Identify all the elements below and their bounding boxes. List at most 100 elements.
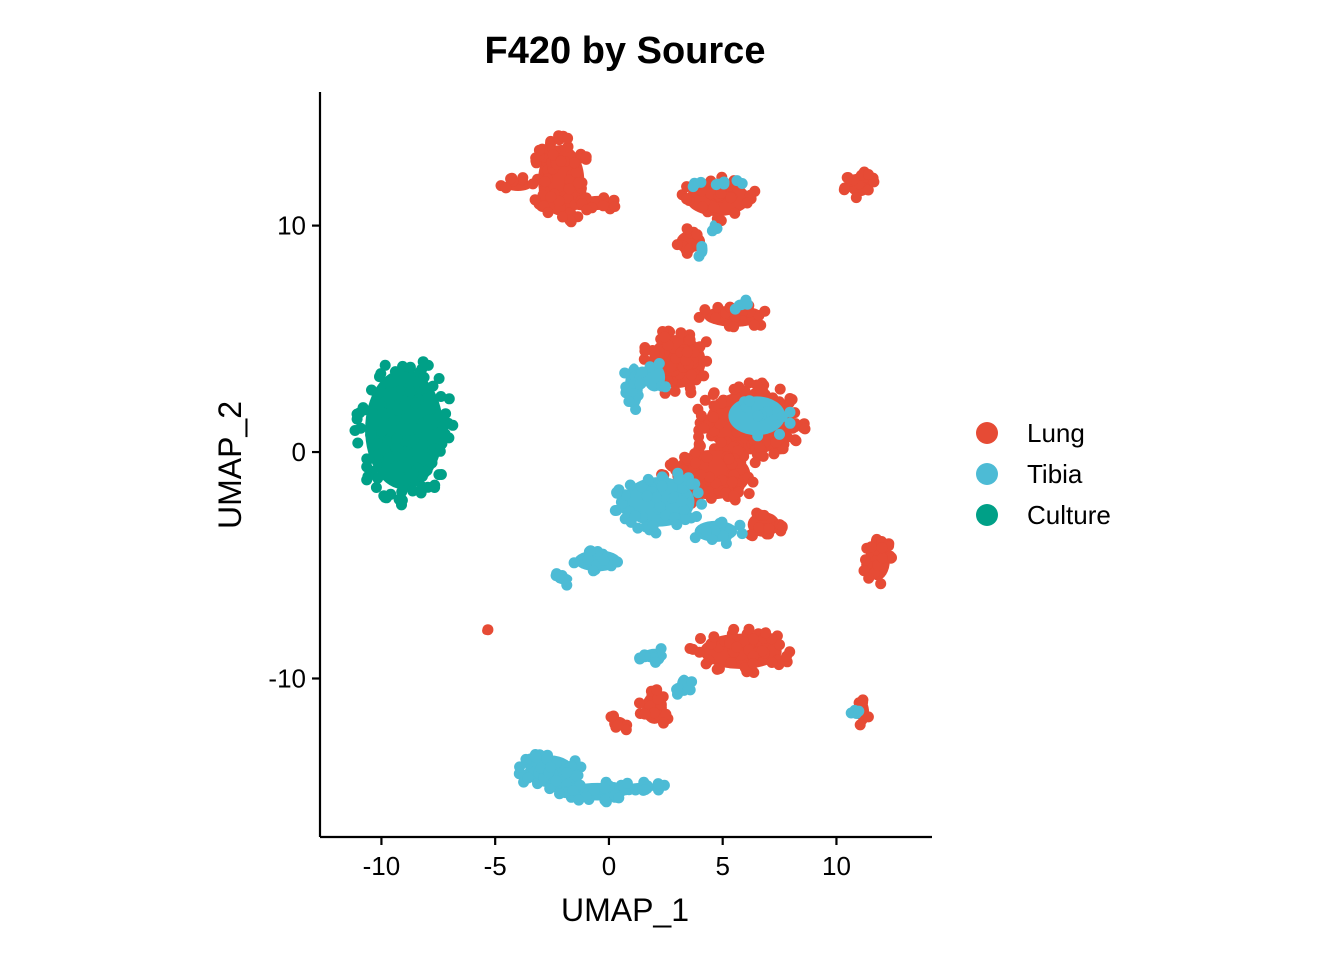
data-point — [850, 192, 862, 204]
data-point — [404, 361, 416, 373]
data-point — [838, 184, 850, 196]
data-point — [605, 711, 617, 723]
data-point — [695, 410, 707, 422]
data-point — [708, 201, 720, 213]
legend-swatch — [976, 504, 998, 526]
data-point — [736, 528, 748, 540]
data-point — [653, 358, 665, 369]
data-point — [647, 520, 659, 532]
data-point — [776, 411, 788, 423]
data-point — [729, 311, 741, 323]
data-point — [676, 495, 688, 507]
data-point — [374, 371, 385, 383]
chart-title: F420 by Source — [485, 30, 766, 72]
data-point — [581, 204, 593, 216]
data-point — [863, 169, 874, 180]
data-point — [705, 492, 717, 504]
data-point — [609, 201, 621, 212]
data-point — [418, 371, 430, 383]
data-point — [699, 394, 711, 406]
data-point — [351, 413, 363, 425]
point-layer — [349, 130, 897, 808]
data-point — [620, 489, 631, 501]
data-point — [562, 132, 574, 144]
data-point — [733, 381, 745, 393]
data-point — [651, 684, 663, 696]
data-point — [747, 658, 759, 669]
data-point — [706, 534, 718, 545]
data-point — [699, 304, 711, 316]
data-point — [362, 471, 374, 482]
data-point — [687, 643, 699, 655]
data-point — [656, 480, 668, 492]
data-point — [427, 380, 439, 392]
data-point — [696, 498, 708, 510]
x-axis-title: UMAP_1 — [561, 892, 689, 928]
data-point — [712, 301, 724, 313]
data-point — [400, 461, 412, 473]
data-point — [741, 298, 753, 310]
data-point — [400, 474, 412, 486]
data-point — [616, 497, 628, 509]
data-point — [695, 633, 706, 644]
data-point — [693, 250, 705, 262]
data-point — [570, 166, 582, 178]
data-point — [659, 381, 671, 393]
data-point — [530, 751, 542, 763]
x-tick-label: 0 — [602, 851, 616, 881]
data-point — [665, 361, 677, 373]
data-point — [359, 404, 370, 416]
data-point — [634, 697, 645, 709]
data-point — [707, 411, 719, 423]
data-point — [564, 174, 576, 186]
data-point — [863, 572, 875, 584]
data-point — [860, 554, 871, 566]
data-point — [729, 207, 741, 219]
data-point — [545, 761, 557, 773]
data-point — [781, 650, 792, 662]
data-point — [612, 556, 623, 568]
data-point — [717, 530, 729, 542]
data-point — [382, 436, 394, 448]
data-point — [555, 155, 567, 167]
data-point — [841, 172, 853, 184]
data-point — [709, 525, 721, 537]
data-point — [649, 347, 660, 359]
data-point — [799, 423, 811, 435]
y-tick-label: 10 — [277, 211, 306, 241]
data-point — [542, 207, 554, 219]
data-point — [514, 761, 526, 773]
data-point — [623, 396, 635, 407]
data-point — [763, 523, 775, 534]
series-tibia — [513, 175, 865, 808]
data-point — [641, 490, 653, 502]
data-point — [678, 504, 690, 516]
data-point — [679, 514, 691, 526]
data-point — [710, 312, 721, 324]
data-point — [570, 770, 582, 782]
data-point — [597, 200, 609, 212]
data-point — [365, 429, 377, 441]
data-point — [370, 482, 382, 493]
data-point — [726, 476, 738, 488]
data-point — [747, 476, 759, 488]
data-point — [701, 451, 713, 463]
data-point — [434, 445, 446, 457]
data-point — [372, 472, 384, 484]
data-point — [650, 656, 661, 668]
data-point — [659, 331, 671, 343]
legend-item-tibia: Tibia — [976, 459, 1083, 489]
data-point — [621, 777, 633, 789]
x-tick-label: 10 — [822, 851, 851, 881]
data-point — [363, 453, 374, 465]
data-point — [660, 708, 672, 720]
data-point — [588, 784, 600, 796]
data-point — [752, 430, 764, 442]
data-point — [854, 719, 866, 731]
data-point — [695, 469, 707, 481]
x-axis-ticks: -10 -5 0 5 10 — [363, 837, 851, 881]
data-point — [652, 778, 664, 790]
data-point — [375, 386, 387, 398]
data-point — [416, 470, 428, 482]
